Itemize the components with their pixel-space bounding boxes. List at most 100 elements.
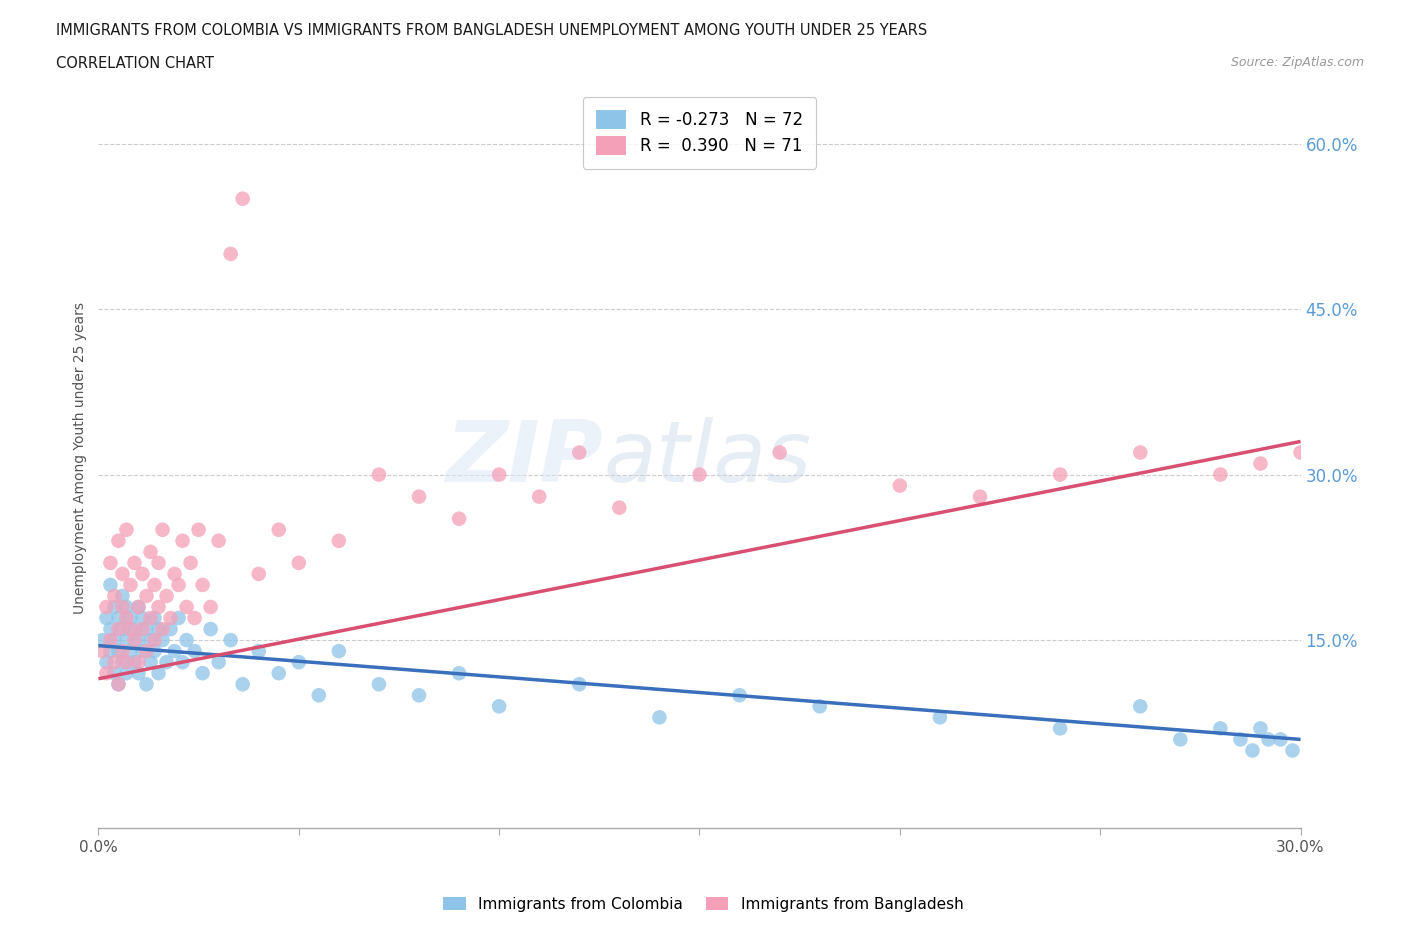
- Text: IMMIGRANTS FROM COLOMBIA VS IMMIGRANTS FROM BANGLADESH UNEMPLOYMENT AMONG YOUTH : IMMIGRANTS FROM COLOMBIA VS IMMIGRANTS F…: [56, 23, 928, 38]
- Point: [368, 467, 391, 482]
- Y-axis label: Unemployment Among Youth under 25 years: Unemployment Among Youth under 25 years: [73, 302, 87, 614]
- Point: [96, 666, 118, 681]
- Point: [183, 611, 205, 626]
- Point: [139, 632, 162, 647]
- Point: [120, 611, 142, 626]
- Point: [124, 632, 146, 647]
- Point: [159, 611, 181, 626]
- Point: [148, 621, 170, 636]
- Point: [219, 632, 242, 647]
- Point: [1049, 467, 1071, 482]
- Point: [267, 666, 290, 681]
- Point: [1369, 467, 1392, 482]
- Point: [308, 688, 330, 703]
- Point: [1281, 743, 1303, 758]
- Point: [111, 655, 134, 670]
- Text: atlas: atlas: [603, 417, 811, 499]
- Point: [969, 489, 991, 504]
- Point: [128, 600, 150, 615]
- Point: [648, 710, 671, 724]
- Point: [115, 632, 138, 647]
- Legend: Immigrants from Colombia, Immigrants from Bangladesh: Immigrants from Colombia, Immigrants fro…: [436, 890, 970, 918]
- Point: [111, 589, 134, 604]
- Point: [288, 655, 311, 670]
- Point: [247, 644, 270, 658]
- Legend: R = -0.273   N = 72, R =  0.390   N = 71: R = -0.273 N = 72, R = 0.390 N = 71: [583, 97, 815, 168]
- Point: [148, 666, 170, 681]
- Point: [568, 445, 591, 460]
- Point: [107, 611, 129, 626]
- Point: [1289, 445, 1312, 460]
- Point: [183, 644, 205, 658]
- Point: [152, 621, 174, 636]
- Point: [103, 600, 125, 615]
- Point: [689, 467, 711, 482]
- Point: [769, 445, 792, 460]
- Point: [447, 512, 470, 526]
- Point: [1250, 456, 1272, 471]
- Point: [135, 621, 157, 636]
- Point: [131, 566, 153, 581]
- Point: [176, 600, 198, 615]
- Point: [155, 655, 177, 670]
- Point: [124, 555, 146, 570]
- Point: [408, 489, 430, 504]
- Point: [135, 644, 157, 658]
- Point: [1257, 732, 1279, 747]
- Point: [115, 655, 138, 670]
- Point: [131, 644, 153, 658]
- Point: [1129, 698, 1152, 713]
- Point: [111, 621, 134, 636]
- Point: [152, 632, 174, 647]
- Point: [172, 655, 194, 670]
- Point: [163, 566, 186, 581]
- Point: [143, 611, 166, 626]
- Point: [208, 655, 231, 670]
- Point: [488, 467, 510, 482]
- Point: [128, 632, 150, 647]
- Point: [128, 655, 150, 670]
- Point: [159, 621, 181, 636]
- Point: [808, 698, 831, 713]
- Text: ZIP: ZIP: [446, 417, 603, 499]
- Point: [155, 589, 177, 604]
- Point: [568, 677, 591, 692]
- Point: [180, 555, 202, 570]
- Point: [728, 688, 751, 703]
- Point: [100, 578, 122, 592]
- Point: [1241, 743, 1264, 758]
- Point: [115, 611, 138, 626]
- Point: [100, 632, 122, 647]
- Point: [128, 600, 150, 615]
- Point: [167, 611, 190, 626]
- Point: [191, 666, 214, 681]
- Point: [120, 644, 142, 658]
- Point: [1129, 445, 1152, 460]
- Point: [267, 523, 290, 538]
- Point: [96, 600, 118, 615]
- Point: [103, 632, 125, 647]
- Point: [96, 655, 118, 670]
- Point: [191, 578, 214, 592]
- Point: [135, 677, 157, 692]
- Point: [529, 489, 551, 504]
- Point: [148, 600, 170, 615]
- Point: [1209, 467, 1232, 482]
- Point: [1229, 732, 1251, 747]
- Point: [1209, 721, 1232, 736]
- Point: [120, 621, 142, 636]
- Point: [1330, 434, 1353, 449]
- Point: [609, 500, 631, 515]
- Point: [120, 578, 142, 592]
- Point: [91, 644, 114, 658]
- Point: [139, 611, 162, 626]
- Point: [167, 578, 190, 592]
- Point: [152, 523, 174, 538]
- Point: [131, 611, 153, 626]
- Point: [115, 523, 138, 538]
- Point: [96, 611, 118, 626]
- Point: [139, 655, 162, 670]
- Point: [107, 677, 129, 692]
- Point: [163, 644, 186, 658]
- Point: [91, 632, 114, 647]
